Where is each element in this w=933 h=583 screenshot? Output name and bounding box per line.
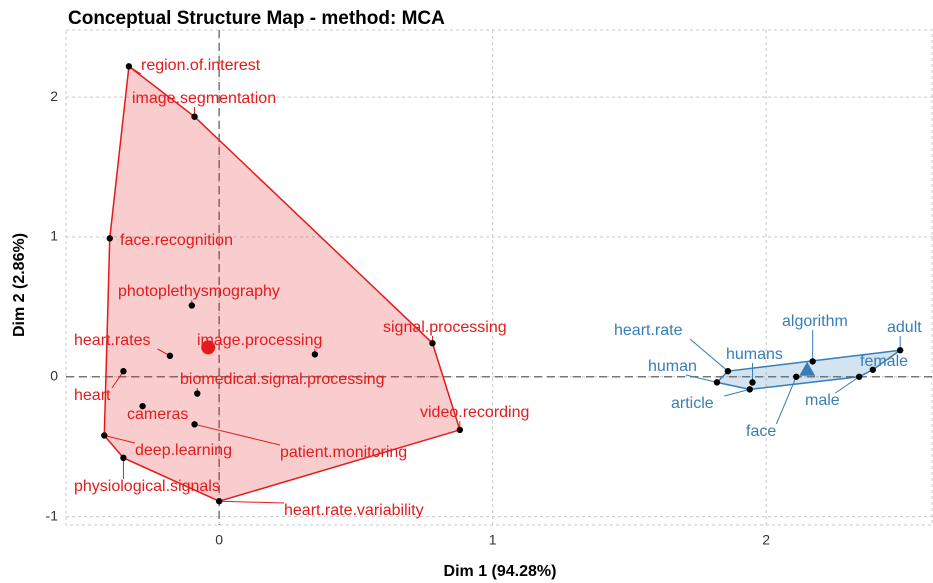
leader-line: [685, 374, 718, 383]
point-label: video.recording: [420, 404, 529, 421]
x-tick-label: 1: [489, 532, 497, 548]
point-label: adult: [887, 319, 922, 336]
x-tick-label: 2: [762, 532, 770, 548]
point: [106, 235, 113, 242]
point-label: male: [805, 392, 840, 409]
point-label: image.processing: [197, 332, 322, 349]
point-label: photoplethysmography: [118, 283, 280, 300]
point: [215, 498, 223, 505]
point-label: signal.processing: [383, 319, 507, 336]
leader-line: [835, 376, 860, 394]
point-label: humans: [726, 346, 783, 363]
point-label: heart.rates: [74, 332, 150, 349]
point: [713, 379, 721, 386]
point-label: face.recognition: [120, 232, 233, 249]
point-label: algorithm: [782, 313, 848, 330]
point: [855, 373, 863, 380]
x-tick-label: 0: [215, 532, 223, 548]
y-tick-label: 1: [50, 228, 58, 244]
point-label: deep.learning: [135, 442, 232, 459]
point: [191, 113, 198, 120]
leader-line: [219, 500, 285, 504]
point: [456, 426, 464, 434]
point: [793, 373, 800, 380]
point-label: patient.monitoring: [280, 444, 407, 461]
point: [809, 358, 816, 365]
point: [120, 367, 127, 375]
centroid: [799, 361, 816, 376]
point-label: cameras: [127, 406, 188, 423]
point: [194, 390, 201, 397]
point-label: biomedical.signal.processing: [180, 371, 385, 388]
point: [896, 347, 904, 354]
point: [869, 366, 877, 373]
point: [429, 340, 436, 347]
point: [191, 421, 198, 428]
point-label: heart.rate: [614, 322, 683, 339]
leader-line: [111, 370, 124, 389]
point: [188, 302, 196, 309]
chart-title: Conceptual Structure Map - method: MCA: [68, 8, 445, 29]
point: [101, 432, 108, 439]
point-label: face: [746, 423, 776, 440]
y-tick-label: -1: [46, 507, 59, 523]
leader-line: [775, 376, 797, 425]
point-label: heart.rate.variability: [284, 502, 424, 519]
point-label: article: [671, 395, 714, 412]
point: [139, 402, 146, 410]
point: [125, 63, 133, 70]
y-tick-label: 0: [50, 367, 58, 383]
y-tick-label: 2: [50, 88, 58, 104]
point-label: female: [860, 353, 908, 370]
y-axis-label: Dim 2 (2.86%): [11, 233, 28, 337]
x-axis-label: Dim 1 (94.28%): [444, 563, 557, 580]
point-label: physiological.signals: [74, 478, 220, 495]
leader-line: [194, 423, 281, 446]
point-label: heart: [74, 387, 111, 404]
point-label: image.segmentation: [132, 90, 276, 107]
leader-line: [689, 338, 729, 372]
point: [120, 454, 127, 462]
point: [749, 379, 756, 386]
leader-line: [724, 388, 750, 397]
point: [311, 351, 319, 358]
leader-line: [104, 435, 136, 444]
point: [166, 352, 174, 360]
point: [746, 386, 753, 393]
plot-border: [65, 29, 933, 526]
point-label: human: [648, 358, 697, 375]
point-label: region.of.interest: [141, 57, 261, 74]
point: [724, 367, 732, 375]
centroid: [201, 340, 216, 355]
